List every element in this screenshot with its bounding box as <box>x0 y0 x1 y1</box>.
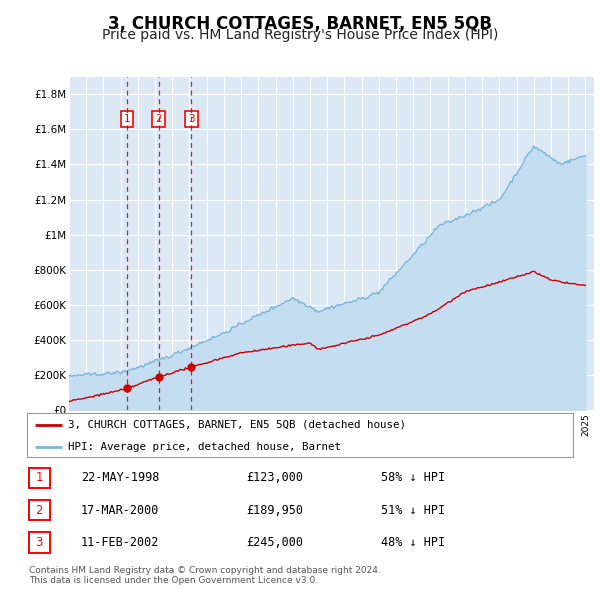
Text: £123,000: £123,000 <box>246 471 303 484</box>
Text: 48% ↓ HPI: 48% ↓ HPI <box>381 536 445 549</box>
Text: 11-FEB-2002: 11-FEB-2002 <box>81 536 160 549</box>
Text: Price paid vs. HM Land Registry's House Price Index (HPI): Price paid vs. HM Land Registry's House … <box>102 28 498 42</box>
Text: £189,950: £189,950 <box>246 503 303 517</box>
Text: 3: 3 <box>188 114 194 124</box>
Text: Contains HM Land Registry data © Crown copyright and database right 2024.
This d: Contains HM Land Registry data © Crown c… <box>29 566 380 585</box>
Text: 3, CHURCH COTTAGES, BARNET, EN5 5QB: 3, CHURCH COTTAGES, BARNET, EN5 5QB <box>108 15 492 34</box>
Text: HPI: Average price, detached house, Barnet: HPI: Average price, detached house, Barn… <box>68 442 341 451</box>
Text: 1: 1 <box>124 114 130 124</box>
Text: 58% ↓ HPI: 58% ↓ HPI <box>381 471 445 484</box>
Text: 51% ↓ HPI: 51% ↓ HPI <box>381 503 445 517</box>
Text: 2: 2 <box>155 114 162 124</box>
Text: 1: 1 <box>35 471 43 484</box>
Text: 3, CHURCH COTTAGES, BARNET, EN5 5QB (detached house): 3, CHURCH COTTAGES, BARNET, EN5 5QB (det… <box>68 419 406 430</box>
Text: £245,000: £245,000 <box>246 536 303 549</box>
Text: 17-MAR-2000: 17-MAR-2000 <box>81 503 160 517</box>
Text: 2: 2 <box>35 503 43 517</box>
Text: 22-MAY-1998: 22-MAY-1998 <box>81 471 160 484</box>
Text: 3: 3 <box>35 536 43 549</box>
